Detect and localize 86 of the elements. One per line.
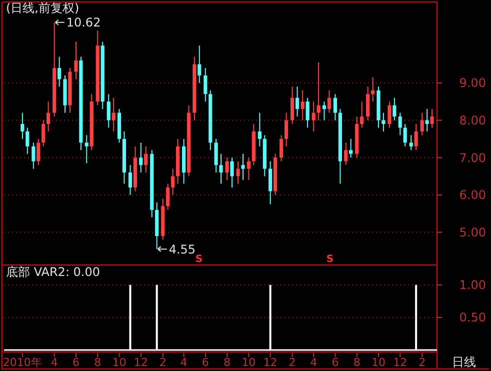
candlestick [322,101,326,121]
y-tick-label: 6.00 [459,188,486,202]
candlestick [166,183,170,210]
x-tick-label: 2 [159,356,166,369]
y-tick-label: 5.00 [459,225,486,240]
x-tick-label: 2010年 [2,356,42,369]
x-tick-label: 8 [94,356,102,369]
candlestick [333,94,338,121]
candlestick [268,160,272,205]
candlestick [246,157,250,180]
candlestick [290,86,294,124]
x-tick-label: 4 [50,356,58,369]
x-tick-label: 10 [112,356,126,369]
x-tick-label: 6 [202,356,209,369]
candlestick [430,108,434,128]
candlestick [382,112,386,132]
annotation: 10.62 [66,16,101,30]
candlestick [74,41,78,80]
candlestick [327,90,331,114]
candlestick [360,101,364,128]
x-tick-label: 12 [134,356,148,369]
text: 日线 [452,355,476,370]
y-tick-label: 0.50 [459,310,486,325]
x-tick-label: 8 [353,356,360,369]
candlestick [204,67,208,102]
candlestick [403,123,407,147]
candlestick [425,108,429,132]
chart-title: (日线,前复权) [6,1,80,15]
x-tick-label: 2 [418,356,426,369]
candlestick [392,97,396,121]
candlestick [26,127,30,154]
candlestick [20,112,24,140]
candlestick [398,112,402,136]
candlestick [84,134,88,164]
annotation: S [326,254,334,265]
x-tick-label: 10 [242,356,256,369]
candlestick [225,157,229,180]
candlestick [280,134,284,162]
candlestick [284,112,288,147]
candlestick [128,164,132,196]
candlestick [112,97,116,132]
candlestick [230,157,234,188]
candlestick [214,138,218,174]
candlestick [171,168,175,196]
candlestick [258,112,262,147]
candlestick [409,134,413,151]
candlestick [58,56,62,88]
candlestick [366,86,370,121]
candlestick [198,45,202,84]
x-tick-label: 8 [224,356,231,369]
annotation: 4.55 [168,242,196,256]
x-tick-label: 12 [393,356,408,369]
y-tick-label: 8.00 [459,113,486,128]
x-tick-label: 10 [371,356,386,369]
y-tick-label: 9.00 [459,76,486,90]
x-tick-label: 12 [263,356,278,369]
candlestick [371,76,375,102]
x-tick-label: 2 [288,356,296,369]
candlestick [139,142,143,174]
x-tick-label: 4 [310,356,318,369]
candlestick [420,112,424,136]
candlestick [388,101,392,128]
y-tick-label: 7.00 [459,150,486,165]
candlestick [306,97,310,128]
candlestick [241,153,245,180]
candlestick [36,138,40,166]
candlestick [46,101,50,132]
candlestick [295,86,300,118]
candlestick [106,94,110,128]
candlestick [312,101,316,132]
candlestick [414,123,418,151]
y-tick-label: 1.00 [459,278,486,292]
candlestick [300,90,304,121]
x-tick-label: 6 [332,356,339,369]
candlestick [42,120,46,147]
candlestick [219,153,223,184]
x-tick-label: 4 [180,356,188,369]
x-tick-label: 6 [72,356,80,369]
annotation: S [195,254,203,265]
candlestick [32,142,36,170]
chart-title: 底部 VAR2: 0.00 [6,265,100,279]
candlestick [349,138,353,158]
candlestick [344,142,348,166]
candlestick [144,146,148,174]
candlestick [316,62,320,121]
candlestick [236,160,240,184]
